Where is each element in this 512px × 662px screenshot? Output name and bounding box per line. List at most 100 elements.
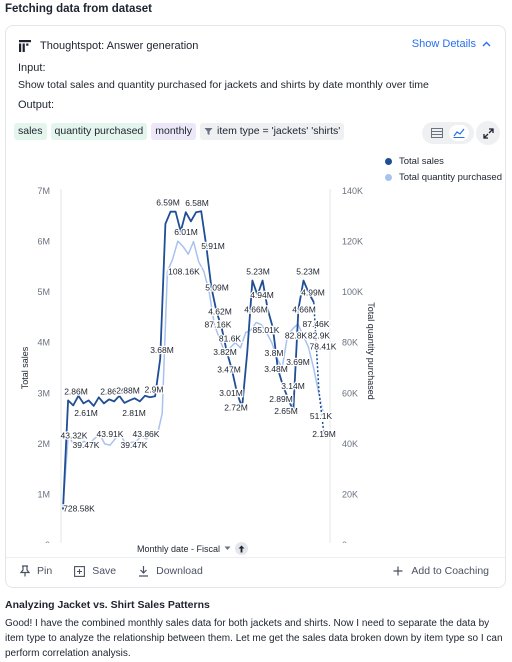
data-label-quantity: 81.6K bbox=[219, 334, 242, 344]
data-label-sales: 2.86M bbox=[100, 386, 124, 396]
expand-icon bbox=[482, 127, 494, 139]
data-label-sales: 2.19M bbox=[312, 429, 336, 439]
data-label-sales: 4.66M bbox=[244, 304, 268, 314]
line-chart-icon bbox=[453, 128, 465, 138]
data-label-quantity: 43.91K bbox=[97, 429, 124, 439]
token-item-type-label: item type = 'jackets' 'shirts' bbox=[217, 125, 341, 137]
caret-down-icon bbox=[224, 546, 231, 550]
thoughtspot-logo-icon bbox=[19, 40, 31, 52]
data-label-sales: 3.47M bbox=[217, 365, 241, 375]
data-label-quantity: 82.8K bbox=[285, 331, 308, 341]
analysis-paragraph: Good! I have the combined monthly sales … bbox=[5, 618, 503, 659]
legend-marker bbox=[385, 158, 392, 165]
search-tokens: sales quantity purchased monthly item ty… bbox=[14, 123, 345, 140]
input-label: Input: bbox=[18, 62, 46, 74]
action-bar: Pin Save Download bbox=[20, 565, 203, 577]
y-left-tick-label: 0 bbox=[45, 540, 50, 543]
data-label-quantity: 85.01K bbox=[253, 325, 280, 335]
series-line-total-sales bbox=[62, 210, 315, 510]
chart-legend: Total sales Total quantity purchased bbox=[385, 156, 502, 188]
data-label-sales: 5.91M bbox=[201, 241, 225, 251]
pin-label: Pin bbox=[37, 565, 53, 577]
y-right-tick-label: 40K bbox=[342, 439, 358, 449]
data-label-sales: 3.14M bbox=[281, 381, 305, 391]
y-left-tick-label: 7M bbox=[37, 186, 50, 196]
add-to-coaching-button[interactable]: Add to Coaching bbox=[393, 565, 489, 577]
token-item-type-filter[interactable]: item type = 'jackets' 'shirts' bbox=[200, 123, 345, 140]
question-text: Show total sales and quantity purchased … bbox=[18, 79, 429, 91]
show-details-button[interactable]: Show Details bbox=[412, 38, 491, 50]
data-label-quantity: 3.69M bbox=[286, 357, 310, 367]
y-right-tick-label: 60K bbox=[342, 388, 358, 398]
tool-header: Thoughtspot: Answer generation bbox=[18, 39, 198, 53]
analysis-heading: Analyzing Jacket vs. Shirt Sales Pattern… bbox=[5, 599, 210, 611]
legend-item-total-quantity[interactable]: Total quantity purchased bbox=[385, 172, 502, 183]
tool-result-card: Thoughtspot: Answer generation Show Deta… bbox=[5, 25, 506, 588]
table-view-button[interactable] bbox=[427, 125, 447, 141]
data-label-sales: 4.62M bbox=[208, 306, 232, 316]
legend-label: Total sales bbox=[399, 156, 444, 167]
data-label-sales: 3.8M bbox=[265, 348, 284, 358]
y-right-tick-label: 0 bbox=[342, 540, 347, 543]
data-label-sales: 3.48M bbox=[264, 364, 288, 374]
y-left-tick-label: 5M bbox=[37, 287, 50, 297]
show-details-label: Show Details bbox=[411, 38, 476, 50]
data-label-quantity: 78.41K bbox=[310, 342, 337, 352]
view-toggle bbox=[422, 122, 474, 144]
y-right-tick-label: 120K bbox=[342, 237, 363, 247]
data-label-quantity: 87.16K bbox=[205, 320, 232, 330]
save-button[interactable]: Save bbox=[74, 565, 116, 577]
data-label-sales: 2.86M bbox=[64, 386, 88, 396]
expand-button[interactable] bbox=[476, 121, 500, 145]
y-left-tick-label: 6M bbox=[37, 237, 50, 247]
data-label-quantity: 87.46K bbox=[303, 319, 330, 329]
output-label: Output: bbox=[18, 99, 55, 111]
data-label-sales: 5.23M bbox=[296, 267, 320, 277]
data-label-sales: 3.82M bbox=[213, 347, 237, 357]
data-label-sales: 2.65M bbox=[274, 406, 298, 416]
data-label-quantity: 51.1K bbox=[310, 411, 333, 421]
table-icon bbox=[431, 128, 443, 138]
save-label: Save bbox=[92, 565, 117, 577]
series-dashed-tail-total-sales bbox=[313, 302, 325, 435]
token-quantity-purchased[interactable]: quantity purchased bbox=[50, 123, 148, 140]
data-label-sales: 4.94M bbox=[250, 290, 274, 300]
data-label-sales: 2.9M bbox=[145, 384, 164, 394]
sort-button[interactable] bbox=[235, 542, 249, 555]
data-label-quantity: 43.32K bbox=[61, 430, 88, 440]
download-button[interactable]: Download bbox=[138, 565, 203, 577]
download-icon bbox=[139, 566, 149, 577]
data-label-sales: 6.01M bbox=[174, 227, 198, 237]
section-title: Fetching data from dataset bbox=[5, 3, 152, 15]
data-label-sales: 728.58K bbox=[63, 504, 95, 514]
download-label: Download bbox=[156, 565, 203, 577]
token-monthly[interactable]: monthly bbox=[151, 123, 197, 140]
chart-view-button[interactable] bbox=[449, 125, 469, 141]
token-sales[interactable]: sales bbox=[14, 123, 47, 140]
y-right-tick-label: 80K bbox=[342, 338, 358, 348]
legend-item-total-sales[interactable]: Total sales bbox=[385, 156, 502, 167]
data-label-sales: 2.61M bbox=[74, 408, 98, 418]
data-label-sales: 5.23M bbox=[246, 267, 270, 277]
data-label-quantity: 82.9K bbox=[308, 330, 331, 340]
x-axis-title[interactable]: Monthly date - Fiscal bbox=[137, 542, 249, 555]
y-axis-left-title: Total sales bbox=[20, 346, 30, 389]
plus-icon bbox=[393, 566, 403, 576]
data-label-quantity: 39.47K bbox=[73, 440, 100, 450]
y-axis-right-title: Total quantity purchased bbox=[366, 302, 376, 400]
pin-button[interactable]: Pin bbox=[20, 565, 52, 577]
x-axis-title-label: Monthly date - Fiscal bbox=[137, 543, 221, 554]
legend-marker bbox=[385, 174, 392, 181]
y-left-tick-label: 1M bbox=[37, 489, 50, 499]
divider bbox=[6, 557, 505, 558]
data-label-sales: 2.88M bbox=[116, 385, 140, 395]
data-label-sales: 4.99M bbox=[301, 288, 325, 298]
y-left-tick-label: 2M bbox=[37, 439, 50, 449]
line-chart: 7M 6M 5M 4M 3M 2M 1M 0 140K 120K 100K 80K 60K 40K 20K 0… bbox=[20, 186, 376, 543]
legend-label: Total quantity purchased bbox=[399, 172, 502, 183]
data-label-sales: 6.58M bbox=[185, 198, 209, 208]
arrow-up-icon bbox=[238, 545, 245, 552]
save-icon bbox=[74, 565, 86, 577]
tool-name: Thoughtspot: Answer generation bbox=[40, 40, 199, 52]
data-label-quantity: 108.16K bbox=[168, 267, 200, 277]
